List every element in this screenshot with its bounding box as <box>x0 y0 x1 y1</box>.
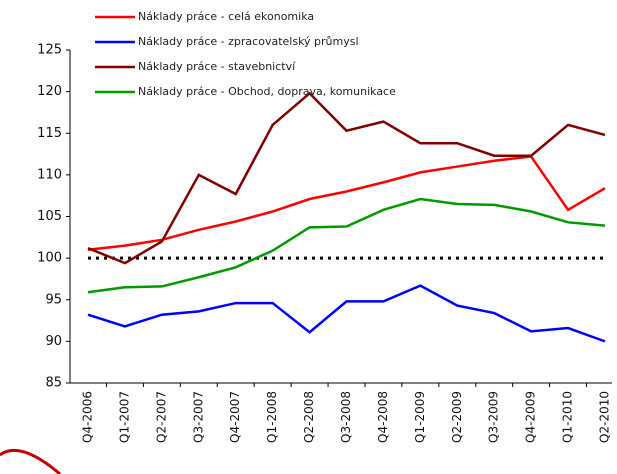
decoration-arc <box>0 448 61 474</box>
series-line <box>87 284 606 343</box>
x-tick-label: Q2-2009 <box>450 391 464 443</box>
x-tick-label: Q1-2007 <box>117 391 131 443</box>
y-tick-label: 105 <box>37 209 62 224</box>
series-line <box>87 197 606 294</box>
x-tick-label: Q1-2009 <box>413 391 427 443</box>
x-tick-label: Q4-2009 <box>524 391 538 443</box>
legend-label: Náklady práce - stavebnictví <box>138 60 296 73</box>
x-tick-label: Q3-2009 <box>487 391 501 443</box>
y-tick-label: 90 <box>45 334 62 349</box>
x-tick-label: Q2-2008 <box>302 391 316 443</box>
legend-label: Náklady práce - celá ekonomika <box>138 10 314 23</box>
x-tick-label: Q1-2010 <box>561 391 575 443</box>
series-line <box>87 155 606 252</box>
series-line <box>87 91 606 265</box>
legend-label: Náklady práce - zpracovatelský průmysl <box>138 35 359 48</box>
x-tick-label: Q4-2007 <box>228 391 242 443</box>
y-tick-label: 95 <box>45 292 62 307</box>
y-tick-label: 125 <box>37 43 62 58</box>
x-tick-label: Q1-2008 <box>265 391 279 443</box>
y-tick-label: 85 <box>45 376 62 391</box>
x-tick-label: Q2-2010 <box>598 391 612 443</box>
y-tick-label: 120 <box>37 84 62 99</box>
y-tick-label: 115 <box>37 126 62 141</box>
y-tick-label: 110 <box>37 167 62 182</box>
y-tick-label: 100 <box>37 251 62 266</box>
x-tick-label: Q4-2006 <box>81 391 95 443</box>
x-tick-label: Q4-2008 <box>376 391 390 443</box>
legend-label: Náklady práce - Obchod, doprava, komunik… <box>138 85 396 98</box>
x-tick-label: Q2-2007 <box>154 391 168 443</box>
x-tick-label: Q3-2007 <box>191 391 205 443</box>
x-tick-label: Q3-2008 <box>339 391 353 443</box>
